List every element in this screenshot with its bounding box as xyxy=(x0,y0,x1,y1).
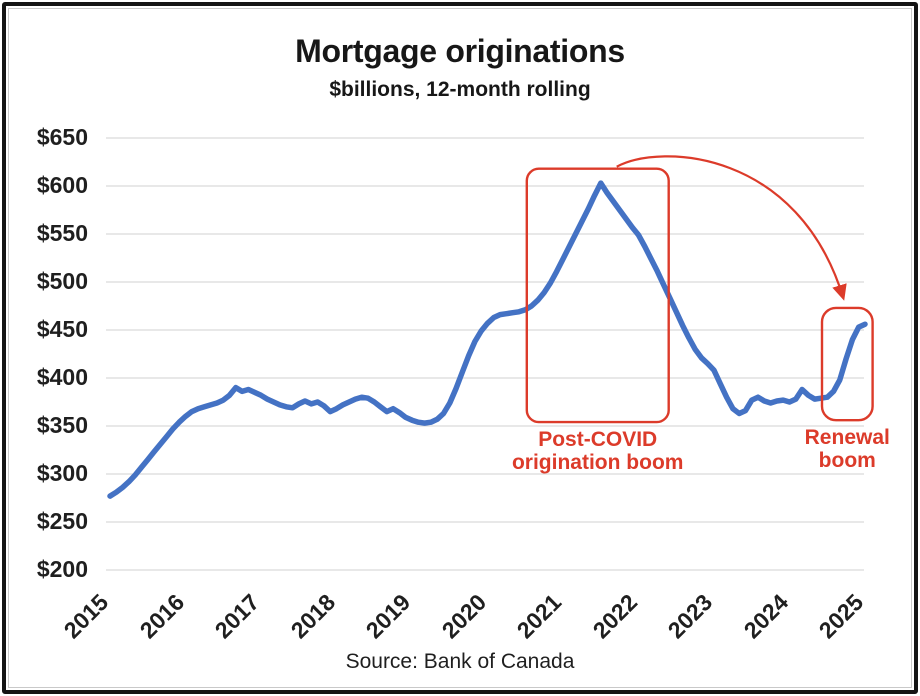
gridlines xyxy=(106,137,864,571)
post-covid-box xyxy=(525,167,670,424)
source-caption: Source: Bank of Canada xyxy=(345,650,575,673)
curved-arrow xyxy=(616,155,847,301)
renewal-box xyxy=(820,306,874,422)
chart-subtitle: $billions, 12-month rolling xyxy=(329,78,591,101)
mortgage-originations-line xyxy=(107,180,868,499)
annotations xyxy=(525,155,874,424)
chart-title: Mortgage originations xyxy=(295,33,625,69)
